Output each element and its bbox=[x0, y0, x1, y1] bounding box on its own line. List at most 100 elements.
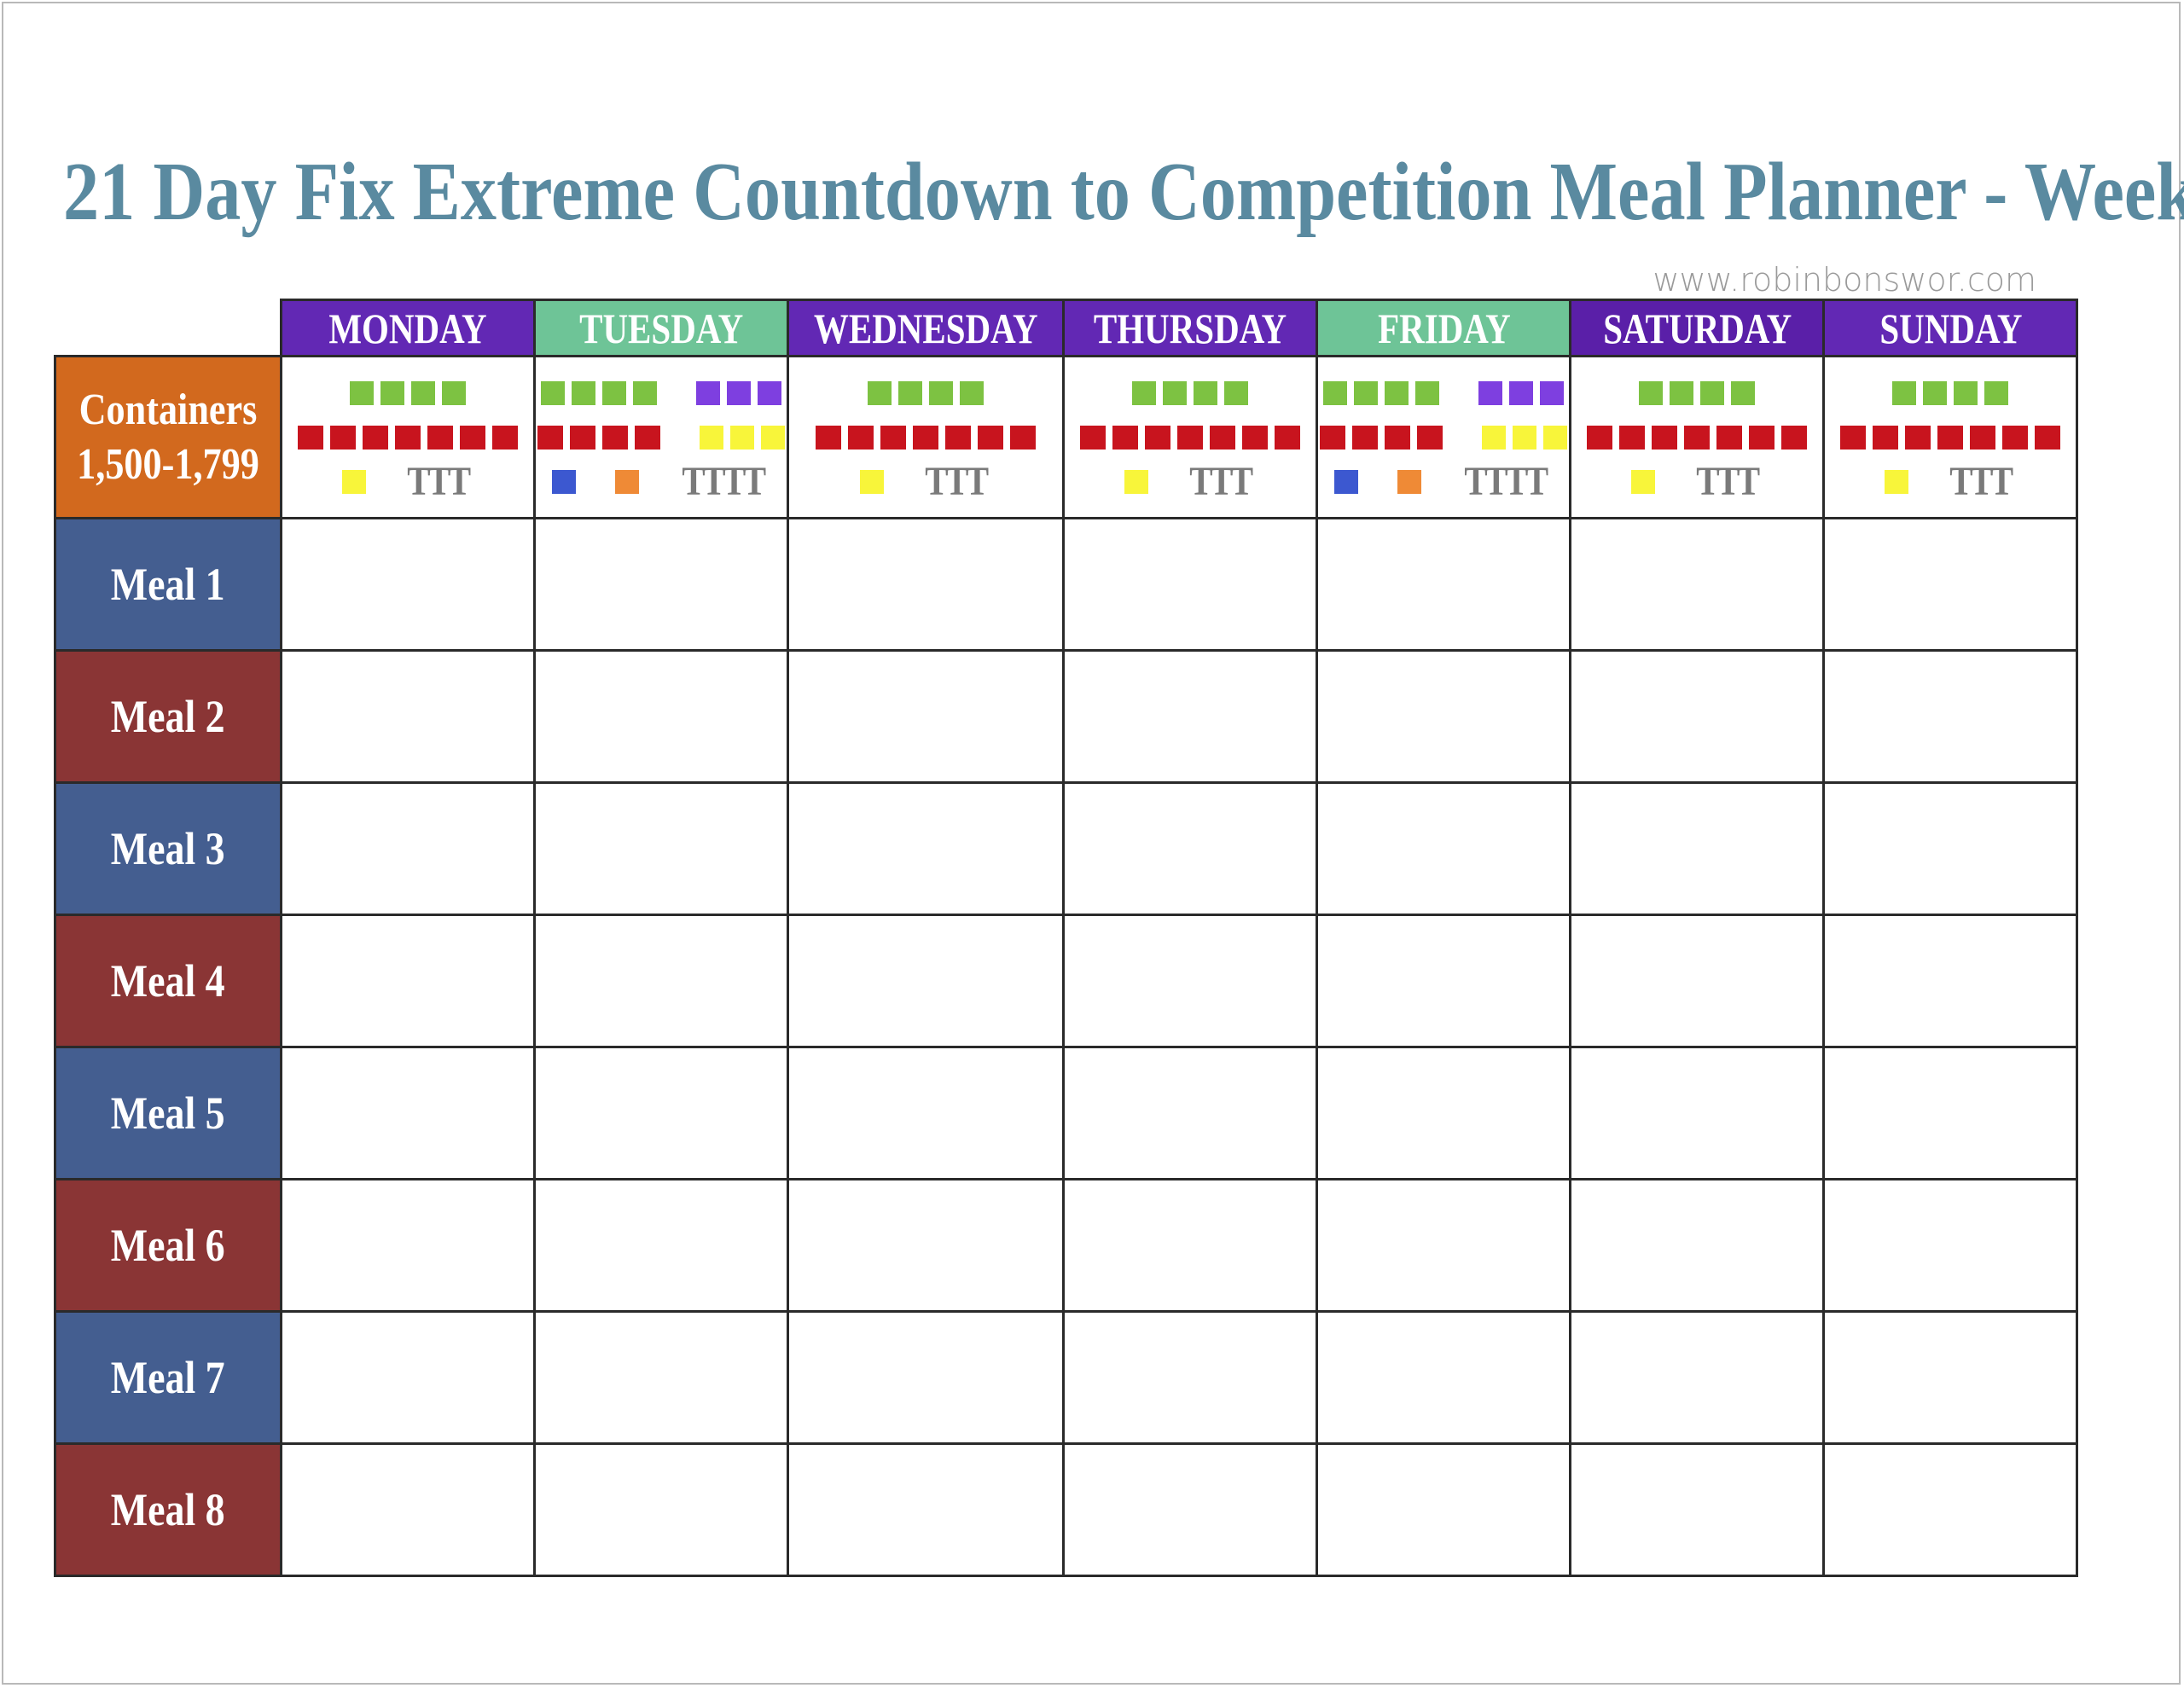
orange-container-icon bbox=[1397, 469, 1422, 494]
day-label: THURSDAY bbox=[1094, 304, 1287, 352]
meal-entry-cell[interactable] bbox=[1316, 1046, 1572, 1180]
red-container-icon bbox=[1619, 425, 1646, 450]
meal-entry-cell[interactable] bbox=[533, 1046, 789, 1180]
meal-entry-cell[interactable] bbox=[533, 914, 789, 1048]
meal-entry-cell[interactable] bbox=[1062, 649, 1319, 784]
meal-entry-cell[interactable] bbox=[1822, 649, 2079, 784]
container-line: TTT bbox=[282, 459, 533, 504]
meal-entry-cell[interactable] bbox=[280, 1178, 536, 1313]
meal-entry-cell[interactable] bbox=[533, 649, 789, 784]
yellow-container-icon bbox=[341, 469, 366, 494]
day-header-friday: FRIDAY bbox=[1316, 299, 1572, 357]
green-container-icon bbox=[1132, 380, 1157, 405]
meal-entry-cell[interactable] bbox=[280, 649, 536, 784]
teaspoon-count: TTT bbox=[1949, 459, 2014, 504]
meal-entry-cell[interactable] bbox=[1316, 517, 1572, 652]
yellow-container-icon bbox=[730, 425, 754, 450]
green-container-icon bbox=[929, 380, 954, 405]
teaspoon-count: TTTT bbox=[1464, 459, 1549, 504]
meal-entry-cell[interactable] bbox=[533, 781, 789, 916]
meal-entry-cell[interactable] bbox=[1569, 1046, 1826, 1180]
meal-entry-cell[interactable] bbox=[1316, 914, 1572, 1048]
red-container-icon bbox=[1587, 425, 1613, 450]
green-container-icon bbox=[442, 380, 466, 405]
green-container-icon bbox=[1194, 380, 1218, 405]
meal-entry-cell[interactable] bbox=[1822, 1442, 2079, 1577]
containers-thursday: TTT bbox=[1062, 355, 1319, 519]
meal-entry-cell[interactable] bbox=[1316, 649, 1572, 784]
meal-entry-cell[interactable] bbox=[786, 649, 1066, 784]
meal-entry-cell[interactable] bbox=[1569, 649, 1826, 784]
meal-entry-cell[interactable] bbox=[786, 1310, 1066, 1445]
meal-entry-cell[interactable] bbox=[1316, 1310, 1572, 1445]
red-container-icon bbox=[1275, 425, 1301, 450]
meal-entry-cell[interactable] bbox=[1062, 517, 1319, 652]
meal-entry-cell[interactable] bbox=[786, 914, 1066, 1048]
purple-container-icon bbox=[1509, 380, 1534, 405]
meal-entry-cell[interactable] bbox=[1569, 1442, 1826, 1577]
blue-container-icon bbox=[551, 469, 576, 494]
meal-entry-cell[interactable] bbox=[786, 1046, 1066, 1180]
meal-entry-cell[interactable] bbox=[280, 781, 536, 916]
meal-entry-cell[interactable] bbox=[1062, 1178, 1319, 1313]
container-line: TTT bbox=[1571, 459, 1822, 504]
meal-label-text: Meal 6 bbox=[111, 1220, 225, 1271]
day-label: MONDAY bbox=[328, 304, 487, 352]
meal-entry-cell[interactable] bbox=[280, 914, 536, 1048]
meal-entry-cell[interactable] bbox=[1569, 517, 1826, 652]
red-container-icon bbox=[1749, 425, 1775, 450]
meal-row: Meal 4 bbox=[54, 914, 2079, 1048]
day-label: WEDNESDAY bbox=[813, 304, 1038, 352]
meal-entry-cell[interactable] bbox=[280, 1310, 536, 1445]
green-container-icon bbox=[868, 380, 892, 405]
green-container-icon bbox=[1323, 380, 1348, 405]
meal-entry-cell[interactable] bbox=[1062, 781, 1319, 916]
meal-entry-cell[interactable] bbox=[1062, 1046, 1319, 1180]
meal-entry-cell[interactable] bbox=[1822, 1178, 2079, 1313]
red-container-icon bbox=[978, 425, 1004, 450]
green-container-icon bbox=[411, 380, 435, 405]
meal-entry-cell[interactable] bbox=[1569, 1310, 1826, 1445]
meal-entry-cell[interactable] bbox=[280, 517, 536, 652]
meal-entry-cell[interactable] bbox=[1569, 914, 1826, 1048]
meal-entry-cell[interactable] bbox=[533, 1442, 789, 1577]
meal-entry-cell[interactable] bbox=[1316, 781, 1572, 916]
meal-entry-cell[interactable] bbox=[1822, 914, 2079, 1048]
meal-entry-cell[interactable] bbox=[1062, 1310, 1319, 1445]
meal-entry-cell[interactable] bbox=[1822, 1046, 2079, 1180]
meal-entry-cell[interactable] bbox=[1316, 1442, 1572, 1577]
meal-entry-cell[interactable] bbox=[533, 517, 789, 652]
meal-entry-cell[interactable] bbox=[280, 1046, 536, 1180]
teaspoon-count: TTT bbox=[1189, 459, 1254, 504]
meal-entry-cell[interactable] bbox=[1569, 1178, 1826, 1313]
red-container-icon bbox=[2002, 425, 2029, 450]
container-line bbox=[1065, 371, 1316, 415]
meal-entry-cell[interactable] bbox=[786, 781, 1066, 916]
meal-entry-cell[interactable] bbox=[533, 1310, 789, 1445]
green-container-icon bbox=[1984, 380, 2009, 405]
containers-label-line1: Containers bbox=[78, 385, 258, 434]
container-line bbox=[536, 371, 787, 415]
meal-entry-cell[interactable] bbox=[280, 1442, 536, 1577]
meal-entry-cell[interactable] bbox=[1822, 517, 2079, 652]
meal-label-2: Meal 2 bbox=[54, 649, 282, 784]
teaspoon-count: TTT bbox=[1696, 459, 1761, 504]
day-header-thursday: THURSDAY bbox=[1062, 299, 1319, 357]
yellow-container-icon bbox=[1543, 425, 1568, 450]
meal-entry-cell[interactable] bbox=[1569, 781, 1826, 916]
meal-entry-cell[interactable] bbox=[786, 1178, 1066, 1313]
container-line bbox=[1065, 415, 1316, 460]
meal-entry-cell[interactable] bbox=[1822, 1310, 2079, 1445]
meal-entry-cell[interactable] bbox=[1316, 1178, 1572, 1313]
day-header-saturday: SATURDAY bbox=[1569, 299, 1826, 357]
meal-entry-cell[interactable] bbox=[1062, 914, 1319, 1048]
red-container-icon bbox=[1145, 425, 1171, 450]
meal-entry-cell[interactable] bbox=[1822, 781, 2079, 916]
meal-entry-cell[interactable] bbox=[786, 517, 1066, 652]
meal-entry-cell[interactable] bbox=[533, 1178, 789, 1313]
purple-container-icon bbox=[696, 380, 720, 405]
meal-entry-cell[interactable] bbox=[1062, 1442, 1319, 1577]
red-container-icon bbox=[1352, 425, 1379, 450]
meal-entry-cell[interactable] bbox=[786, 1442, 1066, 1577]
